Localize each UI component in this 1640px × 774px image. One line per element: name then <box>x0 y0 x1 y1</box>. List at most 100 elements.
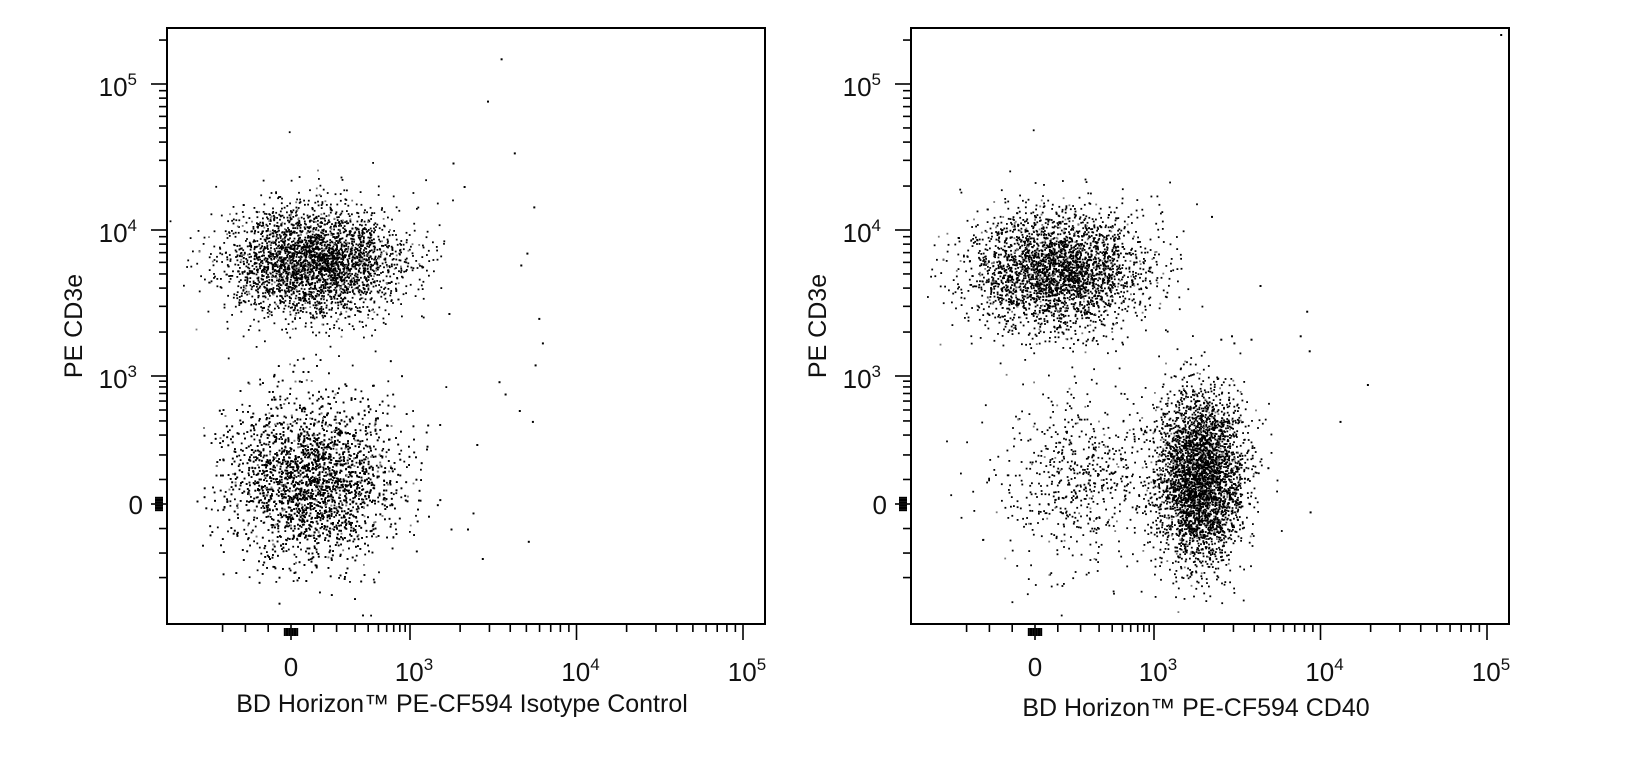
event-dot <box>320 213 323 216</box>
event-dot <box>340 303 343 306</box>
event-dot <box>308 302 311 305</box>
event-dot <box>352 291 354 293</box>
event-dot <box>375 269 378 272</box>
event-dot <box>304 260 306 263</box>
event-dot <box>372 308 374 311</box>
event-dot <box>335 278 337 281</box>
event-dot <box>386 245 388 248</box>
event-dot <box>324 280 327 283</box>
event-dot <box>268 292 270 295</box>
event-dot <box>295 267 298 270</box>
event-dot <box>361 297 364 299</box>
event-dot <box>358 243 361 246</box>
event-dot <box>319 217 322 220</box>
event-dot <box>253 251 255 254</box>
event-dot <box>333 277 336 280</box>
event-dot <box>274 275 277 278</box>
event-dot <box>216 526 219 529</box>
event-dot <box>348 315 351 318</box>
event-dot <box>348 277 350 279</box>
event-dot <box>317 302 320 305</box>
event-dot <box>415 260 418 262</box>
event-dot <box>234 249 237 252</box>
event-dot <box>354 314 356 316</box>
event-dot <box>279 302 282 305</box>
event-dot <box>268 256 271 259</box>
event-dot <box>273 265 276 268</box>
event-dot <box>253 258 256 260</box>
event-dot <box>339 294 342 297</box>
event-dot <box>249 248 252 251</box>
event-dot <box>381 244 383 247</box>
event-dot <box>414 295 417 297</box>
event-dot <box>310 219 312 222</box>
event-dot <box>270 241 273 244</box>
event-dot <box>344 272 347 275</box>
event-dot <box>365 291 368 294</box>
event-dot <box>341 288 344 291</box>
event-dot <box>367 477 370 479</box>
event-dot <box>311 242 314 245</box>
event-dot <box>391 249 394 251</box>
event-dot <box>294 279 297 282</box>
event-dot <box>391 258 394 261</box>
event-dot <box>400 303 402 305</box>
event-dot <box>258 263 261 265</box>
event-dot <box>416 267 419 269</box>
event-dot <box>320 493 323 496</box>
event-dot <box>295 232 298 234</box>
event-dot <box>316 263 318 266</box>
event-dot <box>367 241 370 244</box>
event-dot <box>322 278 325 280</box>
event-dot <box>325 304 328 307</box>
event-dot <box>336 251 339 254</box>
event-dot <box>359 257 361 260</box>
event-dot <box>287 253 289 256</box>
event-dot <box>372 251 375 254</box>
event-dot <box>355 228 358 231</box>
event-dot <box>390 253 392 255</box>
event-dot <box>353 283 355 286</box>
event-dot <box>341 255 344 258</box>
event-dot <box>236 297 239 300</box>
event-dot <box>281 197 283 200</box>
event-dot <box>257 294 260 297</box>
event-dot <box>322 232 325 235</box>
event-dot <box>236 254 239 257</box>
event-dot <box>288 567 291 570</box>
event-dot <box>393 267 396 270</box>
event-dot <box>316 455 319 458</box>
event-dot <box>245 221 248 224</box>
event-dot <box>378 284 380 286</box>
event-dot <box>233 293 236 296</box>
event-dot <box>330 274 332 277</box>
event-dot <box>327 255 330 257</box>
event-dot <box>252 226 255 228</box>
event-dot <box>284 304 287 307</box>
event-dot <box>381 240 383 243</box>
event-dot <box>354 303 356 305</box>
event-dot <box>299 274 302 277</box>
event-dot <box>344 256 346 259</box>
event-dot <box>339 229 341 232</box>
event-dot <box>296 359 299 361</box>
event-dot <box>346 287 348 290</box>
event-dot <box>265 223 268 226</box>
event-dot <box>361 259 364 261</box>
event-dot <box>294 305 297 307</box>
event-dot <box>267 266 270 268</box>
event-dot <box>371 212 373 214</box>
event-dot <box>358 310 361 313</box>
event-dot <box>324 200 327 203</box>
event-dot <box>295 214 298 217</box>
event-dot <box>272 267 275 270</box>
event-dot <box>289 310 291 313</box>
event-dot <box>243 271 246 273</box>
event-dot <box>254 308 257 311</box>
event-dot <box>296 208 299 211</box>
event-dot <box>226 264 229 266</box>
event-dot <box>268 213 271 215</box>
event-dot <box>332 265 335 268</box>
event-dot <box>327 402 330 405</box>
event-dot <box>422 297 425 300</box>
